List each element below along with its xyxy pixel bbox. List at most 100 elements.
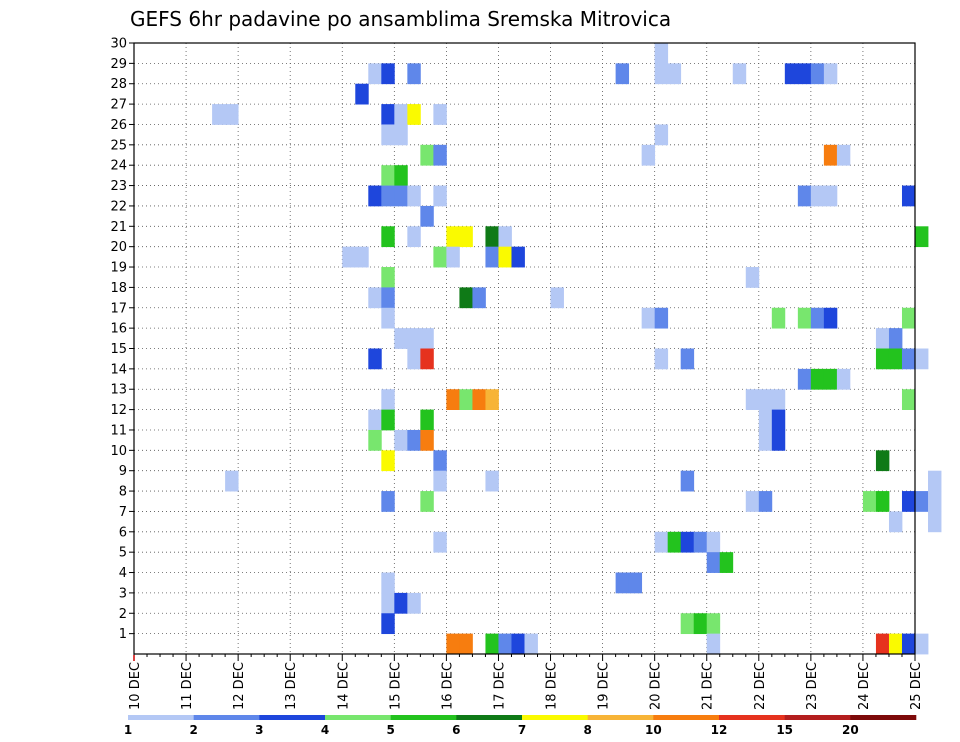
data-cell — [888, 511, 903, 533]
y-tick-label: 27 — [110, 98, 127, 113]
data-cell — [745, 267, 760, 288]
data-cell — [745, 491, 760, 512]
x-tick-label: 17 DEC — [492, 662, 507, 710]
data-cell — [368, 185, 382, 207]
y-tick-label: 3 — [119, 586, 127, 601]
x-tick-label: 19 DEC — [597, 662, 612, 710]
data-cell — [498, 633, 512, 655]
data-cell — [394, 185, 408, 207]
data-cell — [915, 491, 929, 512]
y-tick-label: 18 — [110, 281, 127, 296]
data-cell — [485, 226, 499, 248]
data-cell — [420, 491, 434, 512]
data-cell — [407, 104, 421, 125]
data-cell — [875, 328, 890, 349]
data-cell — [810, 307, 825, 329]
data-cell — [433, 450, 447, 472]
data-cell — [680, 531, 695, 553]
data-cell — [823, 368, 838, 390]
y-tick-label: 8 — [119, 485, 127, 500]
data-cell — [498, 226, 512, 248]
data-cell — [394, 124, 408, 146]
colorbar-label: 7 — [518, 723, 526, 737]
data-cell — [342, 246, 356, 268]
data-cell — [446, 246, 460, 268]
data-cell — [888, 328, 903, 349]
data-cell — [888, 633, 903, 655]
data-cell — [862, 491, 877, 512]
colorbar-swatch — [259, 715, 326, 720]
y-tick-label: 23 — [110, 179, 127, 194]
data-cell — [667, 531, 682, 553]
plot-frame — [133, 42, 916, 655]
data-cell — [459, 389, 473, 410]
data-cell — [420, 348, 434, 370]
data-cell — [381, 592, 395, 614]
data-cell — [511, 633, 525, 655]
data-cell — [875, 348, 890, 370]
data-cell — [459, 287, 473, 309]
data-cell — [433, 185, 447, 207]
colorbar-label: 4 — [321, 723, 329, 737]
data-cell — [771, 409, 786, 431]
data-cell — [680, 613, 695, 635]
colorbar-label: 10 — [645, 723, 662, 737]
data-cell — [875, 633, 890, 655]
data-cell — [706, 633, 721, 655]
colorbar-swatch — [193, 715, 260, 720]
colorbar-label: 1 — [124, 723, 132, 737]
data-cell — [485, 470, 499, 492]
data-cell — [433, 246, 447, 268]
data-cell — [901, 491, 916, 512]
data-cell — [771, 307, 786, 329]
data-cell — [641, 307, 656, 329]
data-cell — [654, 124, 669, 146]
data-cell — [641, 144, 656, 166]
data-cell — [550, 287, 564, 309]
data-cell — [719, 552, 734, 573]
data-cell — [381, 63, 395, 85]
data-cell — [459, 226, 473, 248]
y-tick-label: 11 — [110, 423, 127, 438]
data-cells — [212, 43, 942, 655]
data-cell — [472, 389, 486, 410]
colorbar-swatch — [325, 715, 391, 720]
y-tick-label: 15 — [110, 342, 127, 357]
data-cell — [485, 389, 499, 410]
x-tick-label: 25 DEC — [909, 662, 924, 710]
data-cell — [381, 124, 395, 146]
data-cell — [654, 348, 669, 370]
data-cell — [693, 613, 708, 635]
data-cell — [758, 429, 773, 451]
colorbar-swatch — [390, 715, 457, 720]
data-cell — [615, 572, 630, 594]
colorbar: 1 2 3 4 5 6 7 8 10 12 15 20 — [124, 715, 917, 737]
data-cell — [394, 429, 408, 451]
data-cell — [355, 83, 369, 105]
data-cell — [888, 348, 903, 370]
data-cell — [823, 63, 838, 85]
data-cell — [836, 368, 851, 390]
x-tick-label: 22 DEC — [753, 662, 768, 710]
x-tick-label: 20 DEC — [649, 662, 664, 710]
data-cell — [628, 572, 643, 594]
data-cell — [407, 185, 421, 207]
colorbar-label: 12 — [711, 723, 728, 737]
data-cell — [797, 63, 812, 85]
colorbar-swatch — [653, 715, 720, 720]
data-cell — [433, 144, 447, 166]
y-tick-label: 26 — [110, 118, 127, 133]
data-cell — [355, 246, 369, 268]
data-cell — [420, 429, 434, 451]
colorbar-swatch — [522, 715, 588, 720]
x-tick-label: 23 DEC — [805, 662, 820, 710]
data-cell — [407, 226, 421, 248]
data-cell — [381, 226, 395, 248]
data-cell — [381, 409, 395, 431]
data-cell — [446, 633, 460, 655]
y-tick-label: 2 — [119, 607, 127, 622]
data-cell — [810, 185, 825, 207]
y-tick-label: 17 — [110, 301, 127, 316]
colorbar-swatch — [587, 715, 654, 720]
data-cell — [823, 144, 838, 166]
